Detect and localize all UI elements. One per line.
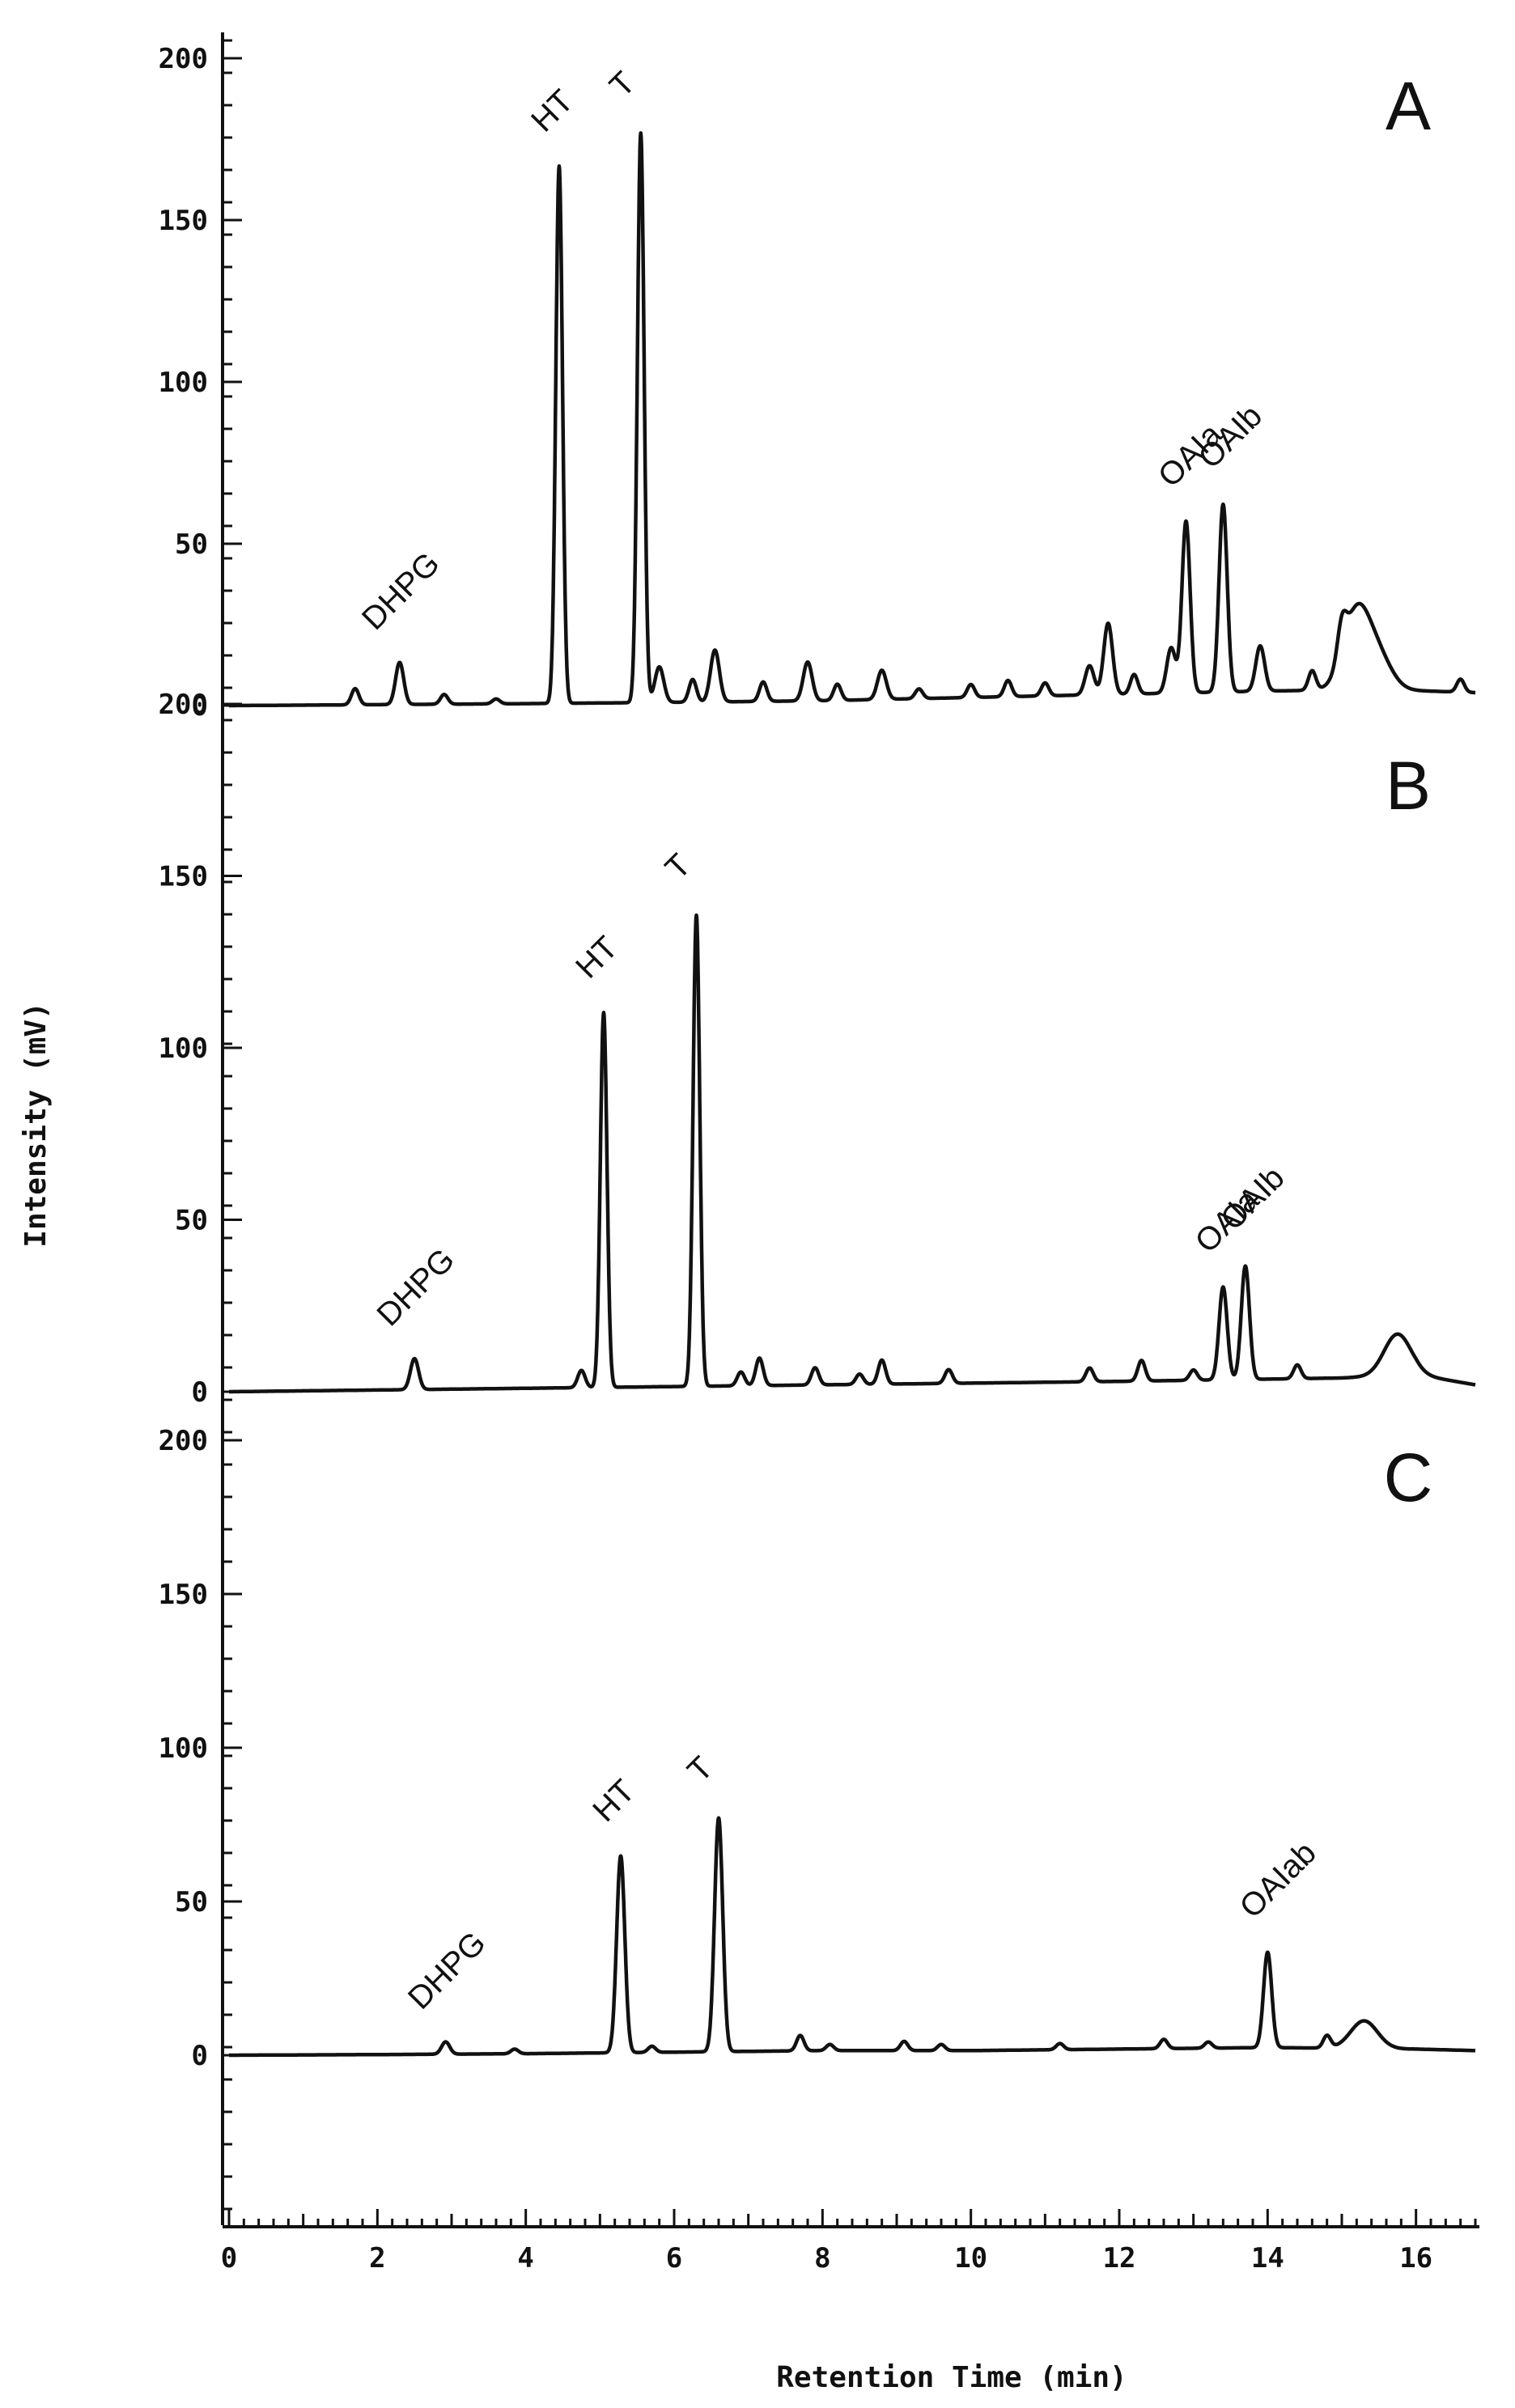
x-tick-label: 0 (221, 2242, 237, 2274)
panel-label: B (1386, 748, 1431, 824)
peak-label: HT (569, 930, 625, 986)
y-tick-label: 150 (159, 205, 208, 237)
panel-label: A (1386, 68, 1431, 144)
y-tick-label: 150 (159, 861, 208, 893)
y-tick-label: 50 (175, 528, 208, 561)
x-axis-title: Retention Time (min) (776, 2361, 1127, 2394)
y-tick-label: 100 (159, 367, 208, 399)
trace-panel-c (227, 1816, 1477, 2058)
x-tick-label: 12 (1103, 2242, 1136, 2274)
y-tick-label: 100 (159, 1032, 208, 1065)
x-tick-label: 6 (666, 2242, 682, 2274)
peak-label: DHPG (370, 1242, 461, 1333)
y-tick-label: 0 (192, 2040, 208, 2072)
y-tick-label: 50 (175, 1886, 208, 1918)
x-tick-label: 10 (954, 2242, 987, 2274)
x-tick-label: 4 (517, 2242, 533, 2274)
x-tick-label: 8 (814, 2242, 830, 2274)
peak-label: DHPG (401, 1925, 493, 2016)
peak-label: HT (586, 1773, 642, 1829)
y-axis-title: Intensity (mV) (19, 1002, 53, 1247)
y-tick-label: 0 (192, 690, 208, 723)
peak-label: T (659, 847, 698, 886)
x-tick-label: 16 (1399, 2242, 1432, 2274)
peak-label: HT (524, 83, 580, 139)
peak-label: OAIab (1233, 1835, 1323, 1925)
x-tick-label: 14 (1251, 2242, 1284, 2274)
peak-label: T (603, 65, 642, 104)
y-tick-label: 200 (159, 1425, 208, 1457)
y-tick-label: 150 (159, 1579, 208, 1611)
y-tick-label: 200 (159, 689, 208, 721)
trace-panel-a (227, 131, 1477, 708)
x-tick-label: 2 (369, 2242, 385, 2274)
y-tick-label: 50 (175, 1205, 208, 1237)
panel-label: C (1384, 1439, 1433, 1516)
peak-label: T (681, 1750, 719, 1789)
peak-label: DHPG (355, 545, 447, 637)
y-tick-label: 100 (159, 1732, 208, 1765)
y-tick-label: 200 (159, 43, 208, 75)
traces (227, 131, 1477, 2058)
trace-panel-b (227, 913, 1477, 1394)
y-tick-label: 0 (192, 1376, 208, 1409)
